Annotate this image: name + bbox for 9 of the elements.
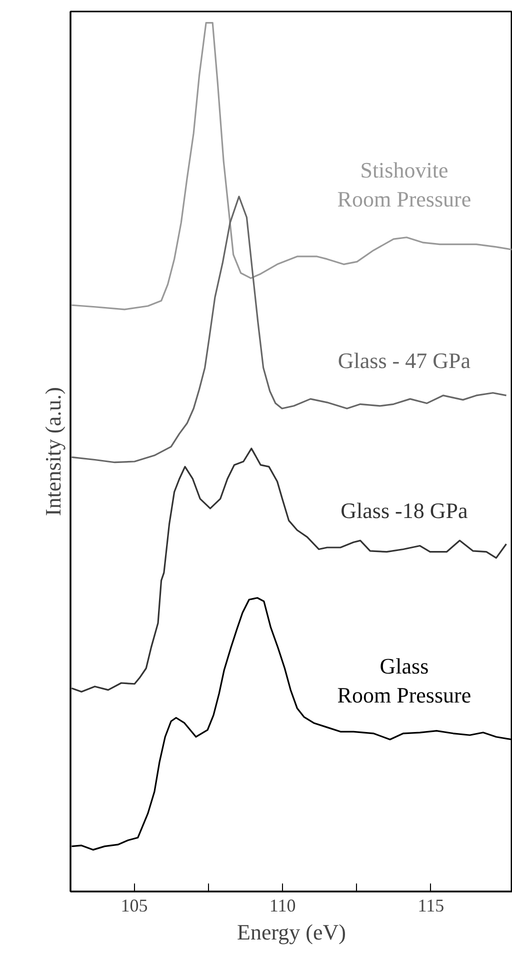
series-label: Glass Room Pressure: [337, 654, 472, 708]
x-tick-label: 110: [269, 896, 296, 916]
series-label: Glass - 47 GPa: [338, 348, 471, 373]
series-label: Glass -18 GPa: [340, 498, 468, 524]
x-axis-title: Energy (eV): [237, 920, 346, 944]
y-axis-title: Intensity (a.u.): [40, 387, 66, 516]
x-tick-label: 115: [418, 896, 444, 916]
x-tick-label: 105: [120, 896, 148, 916]
series-label: Stishovite Room Pressure: [337, 158, 472, 212]
